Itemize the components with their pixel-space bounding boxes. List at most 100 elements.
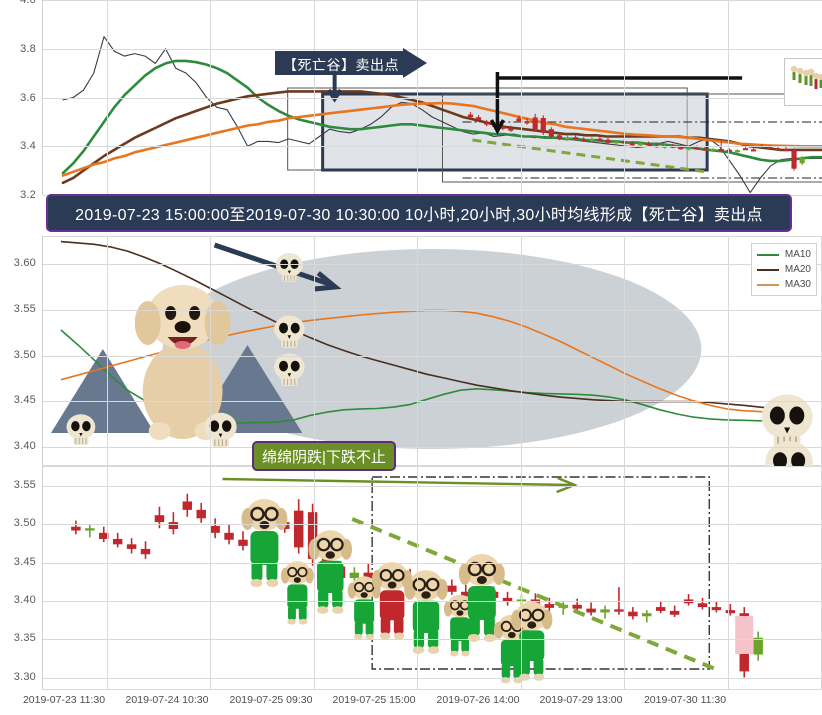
y-tick-label: 3.8 xyxy=(20,42,36,55)
x-tick-label: 2019-07-29 13:00 xyxy=(539,694,623,706)
highlight-box-right xyxy=(441,93,822,183)
plot-area-top: 【死亡谷】卖出点 xyxy=(42,0,822,196)
pattern-inset-thumbnail xyxy=(784,58,822,106)
candle-body xyxy=(447,585,457,592)
skull-decoration xyxy=(66,414,96,445)
gridline-vertical xyxy=(314,467,315,689)
sell-point-callout: 【死亡谷】卖出点 xyxy=(275,48,427,83)
skull-decoration xyxy=(761,394,813,449)
candle-body xyxy=(614,609,624,612)
gridline-vertical xyxy=(624,467,625,689)
legend-label-ma10: MA10 xyxy=(784,249,811,260)
gridline-vertical xyxy=(107,0,108,195)
gridline-vertical xyxy=(210,237,211,465)
candle-body xyxy=(669,610,680,615)
y-tick-label: 3.55 xyxy=(13,302,36,315)
candle-body xyxy=(461,591,471,597)
y-tick-label: 3.40 xyxy=(13,593,36,606)
mountain-left-shape xyxy=(50,349,155,433)
candle-body xyxy=(238,539,248,546)
y-axis-top: 3.2 3.4 3.6 3.8 4.0 xyxy=(0,0,40,201)
gridline-horizontal xyxy=(43,486,821,487)
mountain-right-shape xyxy=(192,345,303,433)
ellipse-pointer-arrow xyxy=(213,242,342,292)
gridline-horizontal xyxy=(43,49,822,50)
gridline-vertical xyxy=(210,467,211,689)
candle-body xyxy=(85,528,95,531)
y-tick-label: 3.35 xyxy=(13,632,36,645)
x-axis: 2019-07-23 11:30 2019-07-24 10:30 2019-07-… xyxy=(0,688,822,715)
gridline-vertical xyxy=(624,237,625,465)
candle-body xyxy=(697,603,708,608)
sell-point-arrow-left xyxy=(326,72,343,103)
puppy-candle-mascot xyxy=(511,601,553,681)
x-tick-label: 2019-07-30 11:30 xyxy=(643,694,727,706)
series-price xyxy=(62,36,822,194)
gridline-horizontal xyxy=(43,639,821,640)
y-tick-label: 3.45 xyxy=(13,555,36,568)
ma-legend: MA10 MA20 MA30 xyxy=(750,243,817,296)
gridline-vertical xyxy=(417,237,418,465)
x-tick-label: 2019-07-25 09:30 xyxy=(229,694,313,706)
summary-banner-text: 2019-07-23 15:00:00至2019-07-30 10:30:00 … xyxy=(75,207,763,224)
puppy-candle-mascot xyxy=(280,561,314,625)
candle-body xyxy=(224,532,234,540)
plot-area-middle: MA10 MA20 MA30 xyxy=(42,236,822,492)
gridline-vertical xyxy=(314,0,315,195)
bottom-chart-svg xyxy=(71,476,763,684)
candle-body xyxy=(182,501,193,510)
top-chart-svg xyxy=(61,36,822,194)
y-tick-label: 3.40 xyxy=(13,439,36,452)
gridline-vertical xyxy=(624,0,625,195)
candle-body xyxy=(642,613,652,617)
gridline-vertical xyxy=(417,467,418,689)
candle-body xyxy=(572,604,582,609)
candle-body xyxy=(502,597,513,602)
puppy-candle-mascot xyxy=(347,576,381,640)
legend-label-ma20: MA20 xyxy=(784,264,811,275)
gridline-vertical xyxy=(107,467,108,689)
skull-decoration xyxy=(204,412,237,447)
y-tick-label: 3.45 xyxy=(13,394,36,407)
puppy-candle-mascot xyxy=(371,562,413,640)
candle-body xyxy=(140,548,151,555)
y-tick-label: 3.55 xyxy=(13,479,36,492)
candle-body xyxy=(711,607,722,611)
downtrend-label: 绵绵阴跌|下跌不止 xyxy=(252,441,396,471)
gridline-horizontal xyxy=(43,524,821,525)
legend-swatch-ma20 xyxy=(756,268,779,271)
gridline-vertical xyxy=(210,0,211,195)
candle-body xyxy=(628,611,638,617)
gridline-vertical xyxy=(107,237,108,465)
x-tick-label: 2019-07-24 10:30 xyxy=(125,694,209,706)
gridline-horizontal xyxy=(43,401,821,402)
series-ma30 xyxy=(61,101,822,177)
gridline-horizontal xyxy=(43,98,822,99)
gridline-horizontal xyxy=(43,601,821,602)
candle-body xyxy=(196,509,206,519)
puppy-candle-mascot xyxy=(241,499,288,587)
y-tick-label: 3.50 xyxy=(13,348,36,361)
candle-body xyxy=(753,637,763,655)
y-tick-label: 3.6 xyxy=(20,91,36,104)
candle-body xyxy=(725,610,736,614)
gridline-horizontal xyxy=(43,678,821,679)
x-tick-label: 2019-07-26 14:00 xyxy=(436,694,520,706)
death-valley-highlight-box xyxy=(321,92,709,172)
gridline-horizontal xyxy=(43,356,821,357)
y-tick-label: 3.30 xyxy=(13,670,36,683)
forecast-candle xyxy=(735,616,754,654)
gridline-horizontal xyxy=(43,310,821,311)
summary-banner: 2019-07-23 15:00:00至2019-07-30 10:30:00 … xyxy=(46,194,792,232)
gridline-horizontal xyxy=(43,563,821,564)
y-tick-label: 3.4 xyxy=(20,140,36,153)
sell-point-callout-label: 【死亡谷】卖出点 xyxy=(283,57,399,73)
candle-body xyxy=(210,525,220,533)
candle-body xyxy=(349,572,360,578)
middle-chart-svg xyxy=(50,240,813,492)
candle-body xyxy=(600,609,610,613)
downtrend-arrow xyxy=(222,476,578,494)
gridline-horizontal xyxy=(43,0,822,1)
candle-body xyxy=(363,572,374,578)
gridline-vertical xyxy=(521,237,522,465)
